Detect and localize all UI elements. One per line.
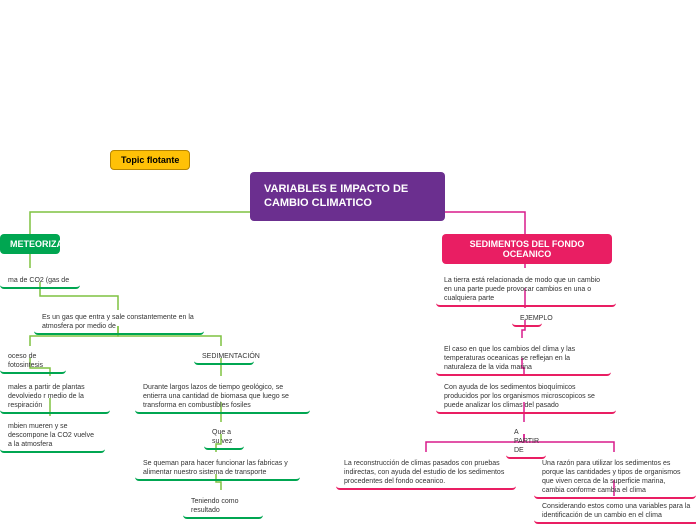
- root-node[interactable]: VARIABLES E IMPACTO DE CAMBIO CLIMATICO: [250, 172, 445, 221]
- right-node-3[interactable]: Con ayuda de los sedimentos bioquímicos …: [436, 379, 616, 414]
- branch-left-title[interactable]: METEORIZACIÓN: [0, 234, 60, 254]
- left-node-4[interactable]: males a partir de plantas devolviedo r m…: [0, 379, 110, 414]
- left-node-3[interactable]: SEDIMENTACIÓN: [194, 348, 254, 365]
- left-node-1[interactable]: Es un gas que entra y sale constantement…: [34, 309, 204, 335]
- floating-topic[interactable]: Topic flotante: [110, 150, 190, 170]
- left-node-9[interactable]: Teniendo como resultado: [183, 493, 263, 519]
- branch-right-title[interactable]: SEDIMENTOS DEL FONDO OCEANICO: [442, 234, 612, 264]
- right-node-4[interactable]: A PARTIR DE: [506, 424, 546, 459]
- left-node-5[interactable]: Durante largos lazos de tiempo geológico…: [135, 379, 310, 414]
- left-node-2[interactable]: oceso de fotosintesis: [0, 348, 66, 374]
- right-node-6[interactable]: Una razón para utilizar los sedimentos e…: [534, 455, 696, 499]
- left-node-0[interactable]: ma de CO2 (gas de: [0, 272, 80, 289]
- right-node-0[interactable]: La tierra está relacionada de modo que u…: [436, 272, 616, 307]
- right-node-7[interactable]: Considerando estos como una variables pa…: [534, 498, 696, 524]
- right-node-2[interactable]: El caso en que los cambios del clima y l…: [436, 341, 611, 376]
- right-node-5[interactable]: La reconstrucción de climas pasados con …: [336, 455, 516, 490]
- left-node-8[interactable]: Se queman para hacer funcionar las fabri…: [135, 455, 300, 481]
- left-node-6[interactable]: mbien mueren y se descompone la CO2 vuel…: [0, 418, 105, 453]
- right-node-1[interactable]: EJEMPLO: [512, 310, 542, 327]
- left-node-7[interactable]: Que a su vez: [204, 424, 244, 450]
